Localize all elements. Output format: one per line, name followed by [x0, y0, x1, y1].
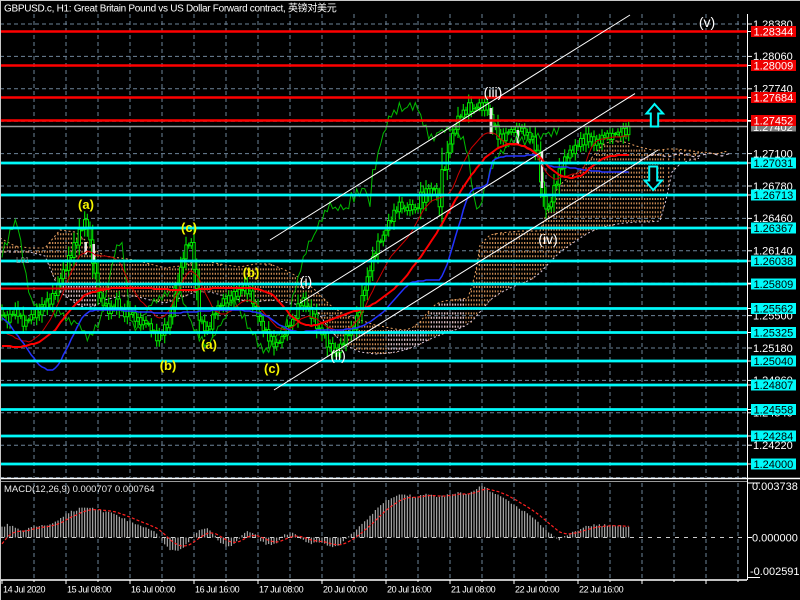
svg-text:1.28344: 1.28344: [754, 26, 794, 38]
svg-text:1.25040: 1.25040: [754, 356, 794, 368]
svg-text:21 Jul 08:00: 21 Jul 08:00: [451, 585, 496, 595]
svg-text:(i): (i): [300, 273, 312, 289]
svg-text:(iii): (iii): [484, 84, 503, 100]
svg-text:1.27452: 1.27452: [754, 115, 794, 127]
svg-text:20 Jul 00:00: 20 Jul 00:00: [323, 585, 368, 595]
svg-text:(a): (a): [201, 337, 217, 352]
svg-text:0.003738: 0.003738: [752, 481, 798, 493]
svg-text:1.24558: 1.24558: [754, 404, 794, 416]
svg-text:(iv): (iv): [538, 231, 557, 247]
svg-text:1.25562: 1.25562: [754, 303, 794, 315]
svg-text:1.28009: 1.28009: [754, 60, 794, 72]
svg-text:1.24284: 1.24284: [754, 431, 794, 443]
svg-text:1.25809: 1.25809: [754, 279, 794, 291]
svg-text:1.27100: 1.27100: [753, 148, 793, 160]
svg-text:0.000000: 0.000000: [752, 532, 798, 544]
svg-text:(v): (v): [699, 14, 715, 30]
svg-text:MACD(12,26,9) 0.000707 0.00076: MACD(12,26,9) 0.000707 0.000764: [4, 484, 155, 495]
svg-text:14 Jul 2020: 14 Jul 2020: [3, 585, 46, 595]
svg-text:1.25180: 1.25180: [753, 343, 793, 355]
svg-text:(c): (c): [181, 220, 197, 235]
svg-text:16 Jul 16:00: 16 Jul 16:00: [195, 585, 240, 595]
svg-text:1.27031: 1.27031: [754, 158, 794, 170]
svg-text:20 Jul 16:00: 20 Jul 16:00: [387, 585, 432, 595]
svg-text:1.24000: 1.24000: [754, 459, 794, 471]
svg-text:22 Jul 16:00: 22 Jul 16:00: [579, 585, 624, 595]
svg-text:1.27684: 1.27684: [754, 92, 794, 104]
svg-text:-0.002591: -0.002591: [750, 566, 800, 578]
svg-text:(ii): (ii): [330, 347, 346, 363]
svg-text:(b): (b): [160, 358, 177, 373]
svg-text:15 Jul 08:00: 15 Jul 08:00: [67, 585, 112, 595]
svg-text:(a): (a): [78, 197, 94, 212]
svg-text:1.25325: 1.25325: [754, 327, 794, 339]
svg-text:L01: L01: [16, 256, 30, 265]
svg-text:22 Jul 00:00: 22 Jul 00:00: [515, 585, 560, 595]
svg-text:1.26713: 1.26713: [754, 190, 794, 202]
svg-text:1.26140: 1.26140: [753, 246, 793, 258]
svg-text:GBPUSD.c, H1: Great Britain P: GBPUSD.c, H1: Great Britain Pound vs US …: [4, 2, 337, 15]
svg-text:1.26038: 1.26038: [754, 256, 794, 268]
svg-text:1.24807: 1.24807: [754, 380, 794, 392]
svg-text:1.24220: 1.24220: [753, 440, 793, 452]
svg-text:16 Jul 00:00: 16 Jul 00:00: [131, 585, 176, 595]
svg-text:1.26460: 1.26460: [753, 213, 793, 225]
svg-text:17 Jul 08:00: 17 Jul 08:00: [259, 585, 304, 595]
svg-text:(b): (b): [243, 265, 260, 280]
svg-text:1.26367: 1.26367: [754, 223, 794, 235]
svg-text:(c): (c): [264, 361, 280, 376]
